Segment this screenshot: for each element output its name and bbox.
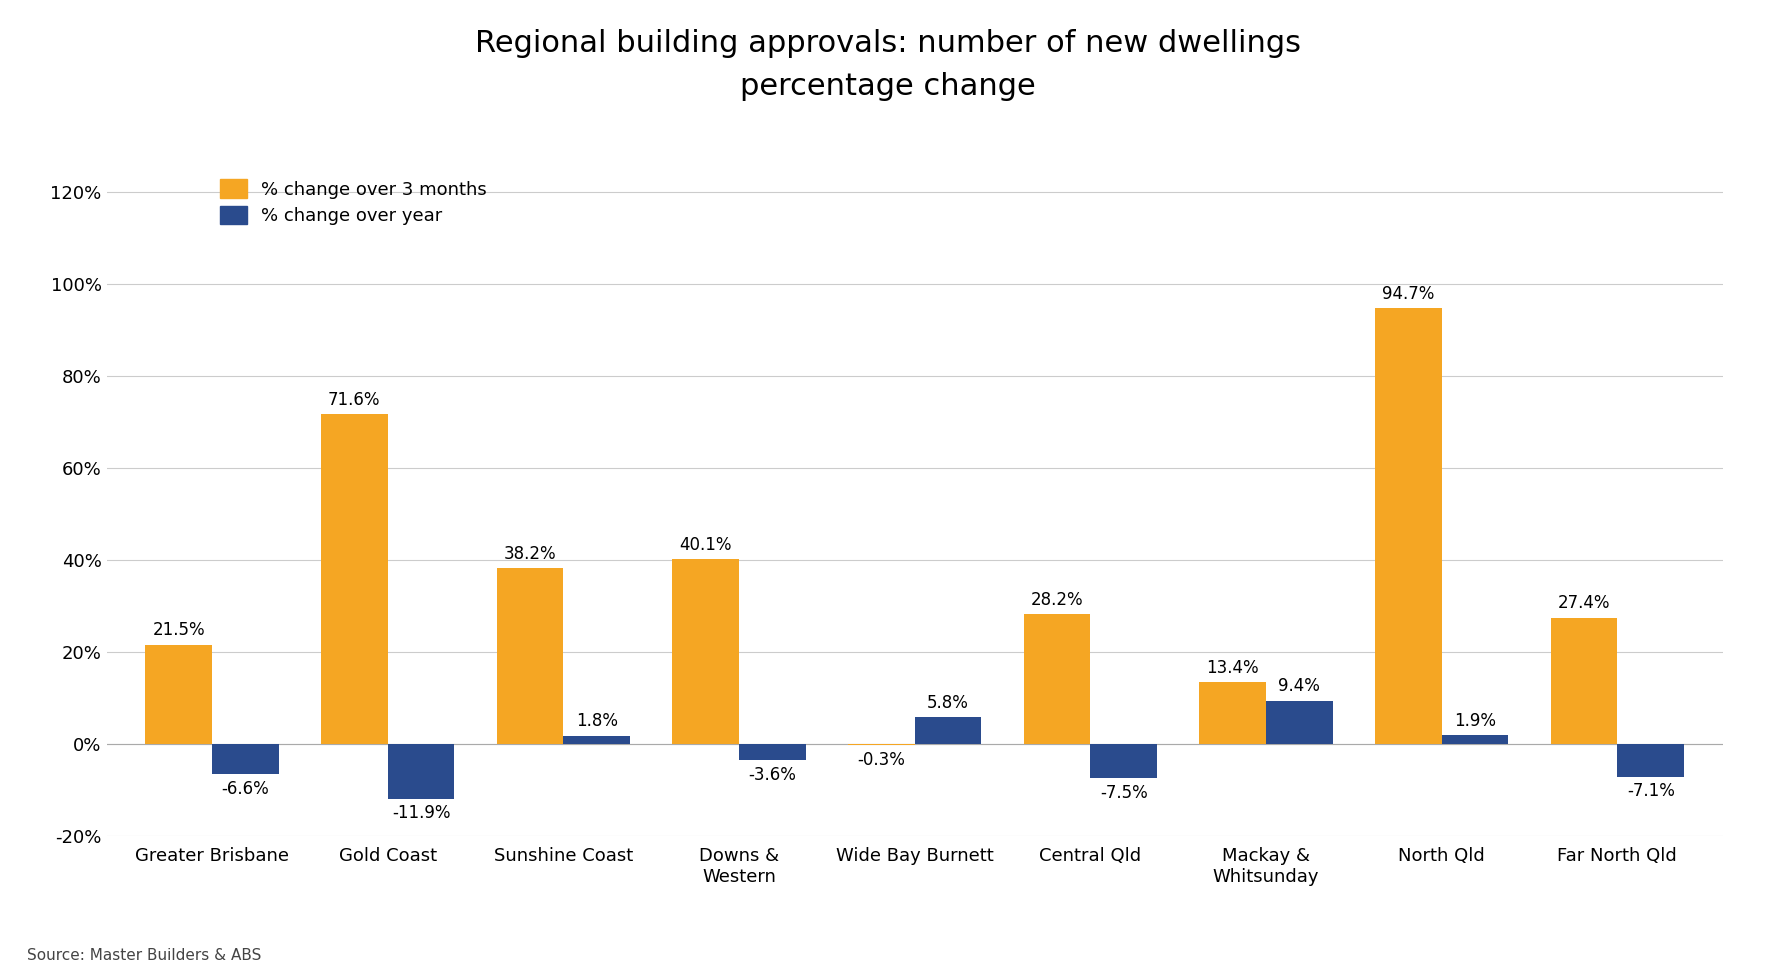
Text: 9.4%: 9.4%: [1279, 677, 1320, 695]
Bar: [1023, 614, 1090, 744]
Text: -7.1%: -7.1%: [1627, 782, 1675, 800]
Text: 38.2%: 38.2%: [504, 544, 556, 563]
Text: 21.5%: 21.5%: [153, 621, 204, 640]
Text: 13.4%: 13.4%: [1206, 659, 1259, 677]
Bar: [1266, 701, 1332, 744]
Bar: [671, 560, 739, 744]
Text: 27.4%: 27.4%: [1558, 594, 1611, 612]
Text: 5.8%: 5.8%: [927, 694, 970, 712]
Bar: [847, 744, 915, 746]
Bar: [739, 744, 806, 760]
Text: -0.3%: -0.3%: [858, 750, 906, 769]
Text: 28.2%: 28.2%: [1030, 591, 1083, 608]
Bar: [1442, 735, 1508, 744]
Text: Source: Master Builders & ABS: Source: Master Builders & ABS: [27, 949, 261, 963]
Bar: [1618, 744, 1684, 777]
Bar: [211, 744, 279, 775]
Bar: [915, 717, 982, 744]
Bar: [321, 414, 387, 744]
Text: 40.1%: 40.1%: [680, 536, 732, 554]
Bar: [1550, 618, 1618, 744]
Bar: [1199, 682, 1266, 744]
Bar: [146, 645, 211, 744]
Bar: [387, 744, 455, 799]
Text: Regional building approvals: number of new dwellings
percentage change: Regional building approvals: number of n…: [474, 29, 1302, 101]
Text: -3.6%: -3.6%: [748, 766, 796, 784]
Legend: % change over 3 months, % change over year: % change over 3 months, % change over ye…: [213, 172, 494, 232]
Text: 1.8%: 1.8%: [575, 712, 618, 730]
Text: -11.9%: -11.9%: [392, 804, 451, 822]
Text: 94.7%: 94.7%: [1382, 285, 1435, 302]
Bar: [563, 736, 630, 744]
Bar: [497, 569, 563, 744]
Text: -6.6%: -6.6%: [222, 780, 270, 798]
Bar: [1375, 308, 1442, 744]
Text: -7.5%: -7.5%: [1099, 784, 1147, 802]
Bar: [1090, 744, 1158, 779]
Text: 71.6%: 71.6%: [329, 391, 380, 409]
Text: 1.9%: 1.9%: [1455, 712, 1495, 730]
